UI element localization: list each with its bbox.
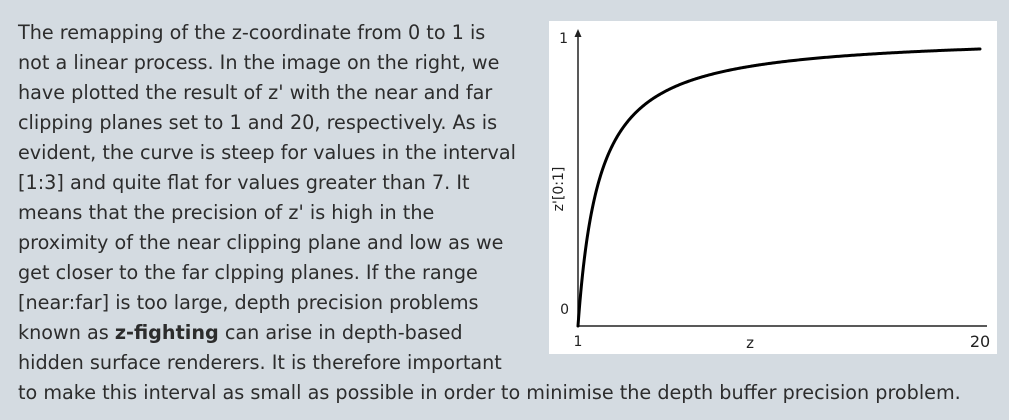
- paragraph-line: not a linear process. In the image on th…: [18, 51, 500, 74]
- paragraph-line: evident, the curve is steep for values i…: [18, 141, 516, 164]
- y-tick-label-top: 1: [559, 31, 568, 47]
- y-axis-arrow: [574, 29, 582, 37]
- paragraph-text: known as: [18, 321, 115, 344]
- x-axis-label: z: [746, 334, 754, 352]
- y-axis-label: z'[0:1]: [551, 167, 567, 212]
- paragraph-line: known as z-fighting can arise in depth-b…: [18, 318, 998, 348]
- paragraph-line: The remapping of the z-coordinate from 0…: [18, 21, 486, 44]
- paragraph-line: means that the precision of z' is high i…: [18, 201, 435, 224]
- paragraph-text: can arise in depth-based: [218, 321, 463, 344]
- paragraph-line: proximity of the near clipping plane and…: [18, 231, 504, 254]
- x-tick-label-right: 20: [970, 332, 990, 351]
- description-paragraph: The remapping of the z-coordinate from 0…: [18, 18, 998, 408]
- paragraph-line: [near:far] is too large, depth precision…: [18, 291, 479, 314]
- paragraph-line: to make this interval as small as possib…: [18, 381, 961, 404]
- paragraph-line: hidden surface renderers. It is therefor…: [18, 351, 502, 374]
- depth-curve-chart: 1 0 z'[0:1] 1 20 z: [551, 29, 990, 352]
- depth-curve-figure: 1 0 z'[0:1] 1 20 z: [549, 21, 997, 354]
- y-tick-label-bottom: 0: [560, 302, 569, 318]
- depth-curve-line: [576, 47, 982, 328]
- z-fighting-term: z-fighting: [114, 321, 219, 344]
- content-panel: The remapping of the z-coordinate from 0…: [6, 6, 1003, 414]
- paragraph-line: clipping planes set to 1 and 20, respect…: [18, 111, 498, 134]
- paragraph-line: get closer to the far clpping planes. If…: [18, 261, 478, 284]
- x-tick-label-left: 1: [574, 334, 583, 350]
- paragraph-line: have plotted the result of z' with the n…: [18, 81, 493, 104]
- paragraph-line: [1:3] and quite flat for values greater …: [18, 171, 470, 194]
